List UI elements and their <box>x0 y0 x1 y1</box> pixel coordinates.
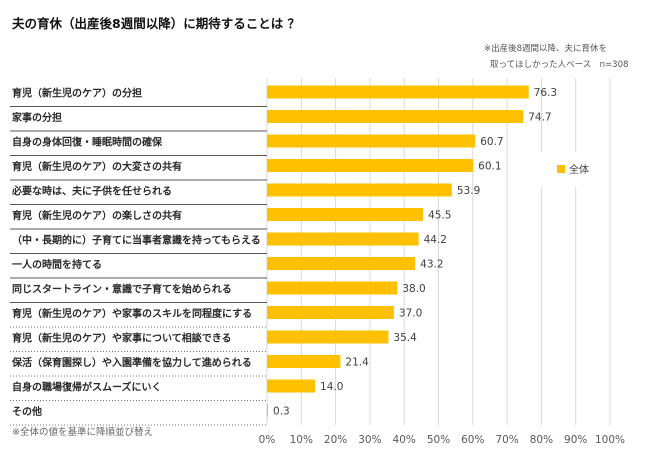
bar <box>267 404 269 417</box>
value-label: 14.0 <box>320 381 343 393</box>
base-note-line-2: 取ってほしかった人ベース n=308 <box>490 60 629 70</box>
bar <box>267 379 316 393</box>
category-label: 必要な時は、夫に子供を任せられる <box>11 185 172 198</box>
x-tick-label: 70% <box>495 434 518 446</box>
category-label: 育児（新生児のケア）や家事のスキルを同程度にする <box>12 307 252 320</box>
sort-footnote: ※全体の値を基準に降順並び替え <box>12 427 153 438</box>
category-label: 育児（新生児のケア）や家事について相談できる <box>12 332 232 345</box>
value-label: 21.4 <box>345 357 369 369</box>
x-tick-label: 100% <box>595 434 625 446</box>
bar <box>267 257 416 270</box>
x-tick-label: 50% <box>427 434 450 446</box>
value-label: 53.9 <box>457 185 480 197</box>
bar <box>267 281 398 295</box>
value-label: 0.3 <box>273 406 290 418</box>
x-tick-label: 20% <box>324 434 347 446</box>
category-label: 一人の時間を持てる <box>12 258 102 271</box>
category-label: 同じスタートライン・意識で子育てを始められる <box>12 283 232 296</box>
x-tick-label: 80% <box>530 434 553 446</box>
category-label: 家事の分担 <box>12 111 62 124</box>
category-label: 自身の職場復帰がスムーズにいく <box>12 381 162 394</box>
category-label: （中・長期的に）子育てに当事者意識を持ってもらえる <box>12 234 261 247</box>
x-tick-label: 40% <box>393 434 416 446</box>
value-label: 76.3 <box>534 87 557 99</box>
legend-label: 全体 <box>569 163 589 176</box>
category-label: 育児（新生児のケア）の楽しさの共有 <box>12 209 182 222</box>
value-label: 74.7 <box>528 112 551 124</box>
value-label: 60.1 <box>478 161 501 173</box>
x-tick-label: 60% <box>461 434 484 446</box>
bar <box>267 306 394 319</box>
legend-swatch <box>557 165 565 173</box>
value-label: 45.5 <box>428 210 451 222</box>
value-label: 38.0 <box>402 283 425 295</box>
bar <box>267 110 524 123</box>
value-label: 43.2 <box>420 259 443 271</box>
bar <box>267 330 389 344</box>
legend-box <box>535 152 603 187</box>
base-note-line-1: ※出産後8週間以降、夫に育休を <box>484 44 608 54</box>
bar <box>267 134 476 148</box>
value-label: 37.0 <box>399 308 422 320</box>
bar <box>267 159 474 172</box>
chart-title: 夫の育休（出産後8週間以降）に期待することは ？ <box>12 16 301 31</box>
category-label: 育児（新生児のケア）の分担 <box>12 87 142 100</box>
x-tick-label: 0% <box>259 434 276 446</box>
bar <box>267 355 341 368</box>
category-label: 保活（保育園探し）や入園準備を協力して進められる <box>11 356 252 369</box>
value-label: 44.2 <box>424 234 447 246</box>
x-tick-label: 30% <box>358 434 381 446</box>
value-label: 35.4 <box>393 332 417 344</box>
bar <box>267 232 419 246</box>
x-tick-label: 10% <box>290 434 313 446</box>
category-label: 自身の身体回復・睡眠時間の確保 <box>12 136 163 149</box>
category-label: その他 <box>12 405 42 418</box>
category-label: 育児（新生児のケア）の大変さの共有 <box>12 160 182 173</box>
value-label: 60.7 <box>480 136 503 148</box>
x-tick-label: 90% <box>564 434 587 446</box>
bar <box>267 208 424 221</box>
bar <box>267 85 529 99</box>
bar <box>267 183 452 197</box>
